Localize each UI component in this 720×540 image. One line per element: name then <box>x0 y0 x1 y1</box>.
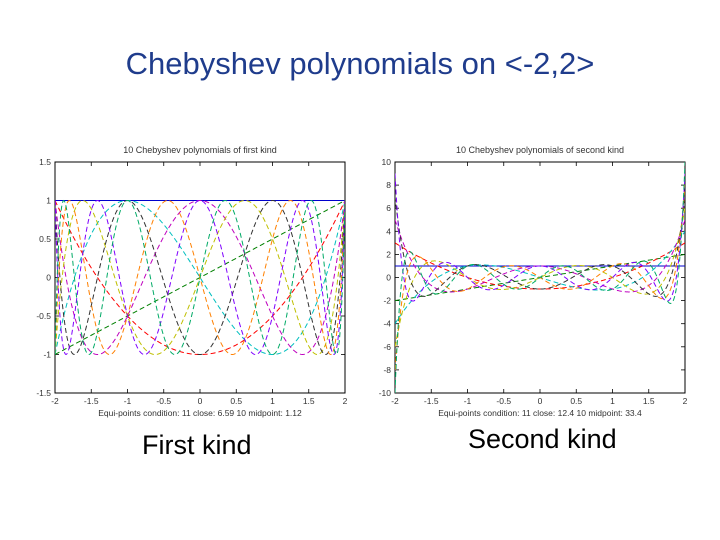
slide-title: Chebyshev polynomials on <-2,2> <box>125 46 595 81</box>
x-tick-label: 0 <box>538 396 543 406</box>
x-tick-label: -2 <box>391 396 399 406</box>
y-tick-label: 0 <box>46 273 51 283</box>
second-kind-caption: Second kind <box>468 424 617 454</box>
series-line-degree-3 <box>55 199 345 356</box>
y-tick-label: -10 <box>379 388 392 398</box>
x-tick-label: 2 <box>343 396 348 406</box>
y-tick-label: -1.5 <box>36 388 51 398</box>
second-kind-chart: 10 Chebyshev polynomials of second kind E… <box>379 145 688 418</box>
y-tick-label: -4 <box>383 319 391 329</box>
y-tick-label: -2 <box>383 296 391 306</box>
series-line-degree-9 <box>55 199 345 356</box>
y-tick-label: -8 <box>383 365 391 375</box>
series-line-degree-4 <box>55 199 345 355</box>
first-kind-chart: 10 Chebyshev polynomials of first kind Eq… <box>36 145 348 418</box>
x-tick-label: 0 <box>198 396 203 406</box>
series-line-degree-2 <box>55 200 345 355</box>
x-tick-label: -1.5 <box>424 396 439 406</box>
x-tick-label: -0.5 <box>496 396 511 406</box>
y-tick-label: 0 <box>386 273 391 283</box>
first-kind-caption: First kind <box>142 430 252 460</box>
x-tick-label: 1.5 <box>643 396 655 406</box>
series-line-degree-6 <box>55 199 345 356</box>
x-axis-label: Equi-points condition: 11 close: 6.59 10… <box>98 408 302 418</box>
x-axis-label: Equi-points condition: 11 close: 12.4 10… <box>438 408 642 418</box>
x-tick-label: 2 <box>683 396 688 406</box>
x-tick-label: -1 <box>124 396 132 406</box>
y-tick-label: 1 <box>46 196 51 206</box>
y-tick-label: -1 <box>43 350 51 360</box>
y-tick-label: -6 <box>383 342 391 352</box>
x-tick-label: 0.5 <box>570 396 582 406</box>
y-tick-label: 0.5 <box>39 234 51 244</box>
y-tick-label: 8 <box>386 180 391 190</box>
y-tick-label: 4 <box>386 226 391 236</box>
chart-title: 10 Chebyshev polynomials of first kind <box>123 145 277 155</box>
x-tick-label: -1 <box>464 396 472 406</box>
y-tick-label: -0.5 <box>36 311 51 321</box>
series-line-degree-2 <box>395 242 685 290</box>
x-tick-label: -1.5 <box>84 396 99 406</box>
series-line-degree-9 <box>395 162 685 393</box>
chart-title: 10 Chebyshev polynomials of second kind <box>456 145 624 155</box>
x-tick-label: 1 <box>270 396 275 406</box>
x-tick-label: 0.5 <box>230 396 242 406</box>
y-tick-label: 2 <box>386 249 391 259</box>
x-tick-label: -2 <box>51 396 59 406</box>
x-tick-label: 1 <box>610 396 615 406</box>
series-line-degree-8 <box>395 173 685 302</box>
y-tick-label: 6 <box>386 203 391 213</box>
x-tick-label: -0.5 <box>156 396 171 406</box>
y-tick-label: 10 <box>382 157 392 167</box>
x-tick-label: 1.5 <box>303 396 315 406</box>
y-tick-label: 1.5 <box>39 157 51 167</box>
series-line-degree-8 <box>55 199 345 356</box>
